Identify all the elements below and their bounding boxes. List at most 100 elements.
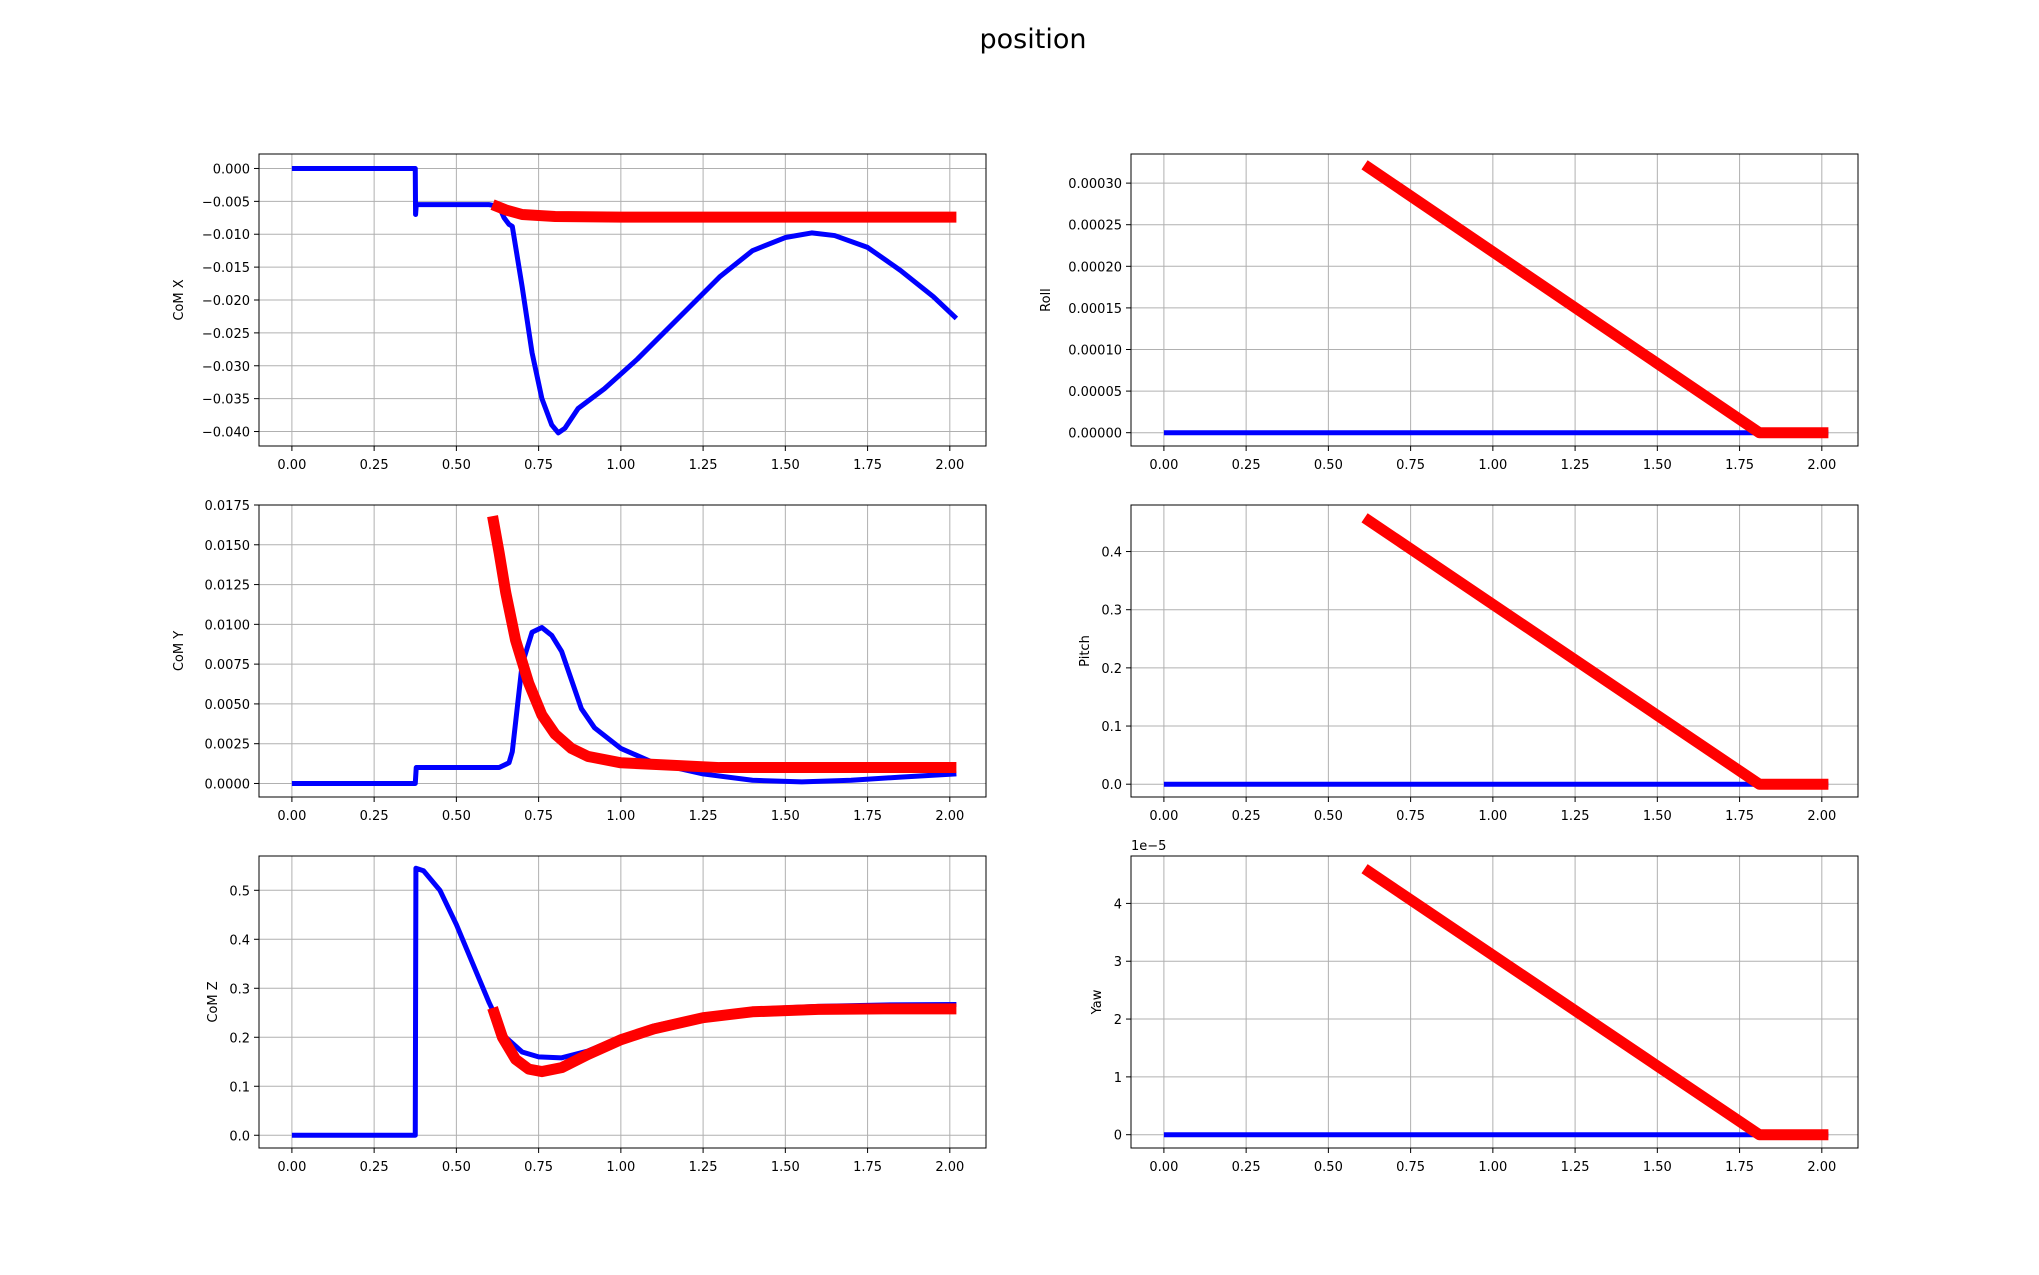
y-tick-label: 1 [1114, 1071, 1122, 1086]
x-tick-label: 1.00 [606, 458, 635, 473]
y-tick-label: 0.00005 [1068, 385, 1122, 400]
y-tick-label: 0.0025 [205, 738, 251, 753]
y-tick-label: −0.015 [202, 261, 250, 276]
reference-line [487, 515, 957, 774]
x-tick-label: 1.75 [853, 458, 882, 473]
x-tick-label: 0.75 [524, 458, 553, 473]
axes-frame [1130, 504, 1859, 798]
y-tick-label: 0.4 [1101, 546, 1122, 561]
series-group [1163, 864, 1829, 1141]
y-tick-label: 0.00030 [1068, 177, 1122, 192]
y-tick-label: 0.0175 [205, 499, 251, 514]
x-tick-label: 0.50 [442, 809, 471, 824]
x-tick-label: 1.50 [1643, 809, 1672, 824]
subplot-com-z: 0.00 0.25 0.50 0.75 1.00 1.25 1.50 1.75 2.00 0.0 0… [206, 855, 987, 1175]
x-tick-label: 0.25 [1232, 458, 1261, 473]
x-tick-label: 1.75 [853, 809, 882, 824]
y-tick-label: 3 [1114, 955, 1122, 970]
y-tick-label: 4 [1114, 897, 1122, 912]
reference-line [1361, 513, 1829, 790]
reference-line [1361, 864, 1829, 1141]
y-tick-label: 0.2 [1101, 662, 1122, 677]
x-tick-label: 0.00 [1149, 458, 1178, 473]
x-tick-label: 1.00 [1478, 809, 1507, 824]
x-tick-label: 0.25 [1232, 809, 1261, 824]
y-axis-label: Roll [1039, 288, 1054, 312]
y-tick-label: 0.4 [229, 933, 250, 948]
y-tick-label: 0.00015 [1068, 302, 1122, 317]
y-axis-label: CoM Y [172, 631, 187, 671]
x-tick-label: 1.00 [1478, 1160, 1507, 1175]
x-tick-label: 0.75 [524, 1160, 553, 1175]
y-tick-label: 0 [1114, 1129, 1122, 1144]
x-tick-label: 2.00 [935, 1160, 964, 1175]
y-axis-label: Yaw [1090, 989, 1105, 1015]
y-tick-label: −0.030 [202, 360, 250, 375]
x-tick-label: 1.25 [1561, 1160, 1590, 1175]
series-group [291, 515, 957, 786]
y-tick-label: 0.1 [1101, 720, 1122, 735]
series-group [291, 865, 957, 1138]
x-tick-label: 0.00 [277, 458, 306, 473]
x-tick-label: 2.00 [1807, 1160, 1836, 1175]
y-tick-label: 0.1 [229, 1080, 250, 1095]
x-tick-label: 0.00 [277, 809, 306, 824]
x-tick-label: 0.50 [1314, 1160, 1343, 1175]
y-tick-label: 2 [1114, 1013, 1122, 1028]
y-tick-label: 0.00025 [1068, 219, 1122, 234]
x-tick-label: 2.00 [1807, 458, 1836, 473]
x-tick-label: 1.25 [689, 809, 718, 824]
measured-line [291, 625, 957, 786]
y-tick-label: −0.025 [202, 327, 250, 342]
y-tick-label: 0.0075 [205, 658, 251, 673]
series-group [291, 165, 959, 436]
axes-frame [1130, 153, 1859, 447]
reference-line [490, 199, 957, 223]
reference-line [1361, 160, 1829, 439]
x-tick-label: 1.75 [1725, 458, 1754, 473]
x-tick-label: 1.00 [606, 1160, 635, 1175]
y-axis-label: CoM Z [206, 981, 221, 1022]
y-tick-label: 0.00020 [1068, 260, 1122, 275]
x-tick-label: 0.00 [1149, 809, 1178, 824]
x-tick-label: 1.25 [1561, 458, 1590, 473]
y-tick-label: 0.0125 [205, 579, 251, 594]
x-tick-label: 1.50 [1643, 1160, 1672, 1175]
x-tick-label: 1.50 [1643, 458, 1672, 473]
offset-text: 1e−5 [1131, 839, 1166, 854]
axes-frame [258, 855, 987, 1149]
x-tick-label: 1.25 [1561, 809, 1590, 824]
y-tick-label: 0.00000 [1068, 427, 1122, 442]
y-tick-label: 0.0 [229, 1129, 250, 1144]
y-tick-label: 0.0150 [205, 539, 251, 554]
x-tick-label: 0.25 [360, 458, 389, 473]
x-tick-label: 0.00 [277, 1160, 306, 1175]
y-tick-label: 0.0000 [205, 777, 251, 792]
y-tick-label: 0.0100 [205, 618, 251, 633]
y-tick-label: −0.040 [202, 426, 250, 441]
series-group [1163, 513, 1829, 790]
y-tick-label: 0.2 [229, 1031, 250, 1046]
x-tick-label: 1.00 [1478, 458, 1507, 473]
series-group [1163, 160, 1829, 439]
x-tick-label: 2.00 [935, 809, 964, 824]
x-tick-label: 2.00 [1807, 809, 1836, 824]
x-tick-label: 0.50 [1314, 458, 1343, 473]
y-tick-label: 0.5 [229, 884, 250, 899]
x-tick-label: 0.00 [1149, 1160, 1178, 1175]
y-tick-label: −0.035 [202, 393, 250, 408]
y-tick-label: 0.0 [1101, 778, 1122, 793]
y-tick-label: −0.020 [202, 294, 250, 309]
reference-line [487, 1003, 957, 1078]
x-tick-label: 0.25 [1232, 1160, 1261, 1175]
y-tick-label: 0.3 [1101, 604, 1122, 619]
x-tick-label: 0.50 [1314, 809, 1343, 824]
subplots: 0.00 0.25 0.50 0.75 1.00 1.25 1.50 1.75 2.000.00… [172, 153, 1859, 1175]
subplot-roll: 0.00 0.25 0.50 0.75 1.00 1.25 1.50 1.75 2.00 0.00… [1039, 153, 1859, 473]
axes-frame [1130, 855, 1859, 1149]
x-tick-label: 1.50 [771, 458, 800, 473]
x-tick-label: 0.75 [1396, 1160, 1425, 1175]
x-tick-label: 0.50 [442, 458, 471, 473]
